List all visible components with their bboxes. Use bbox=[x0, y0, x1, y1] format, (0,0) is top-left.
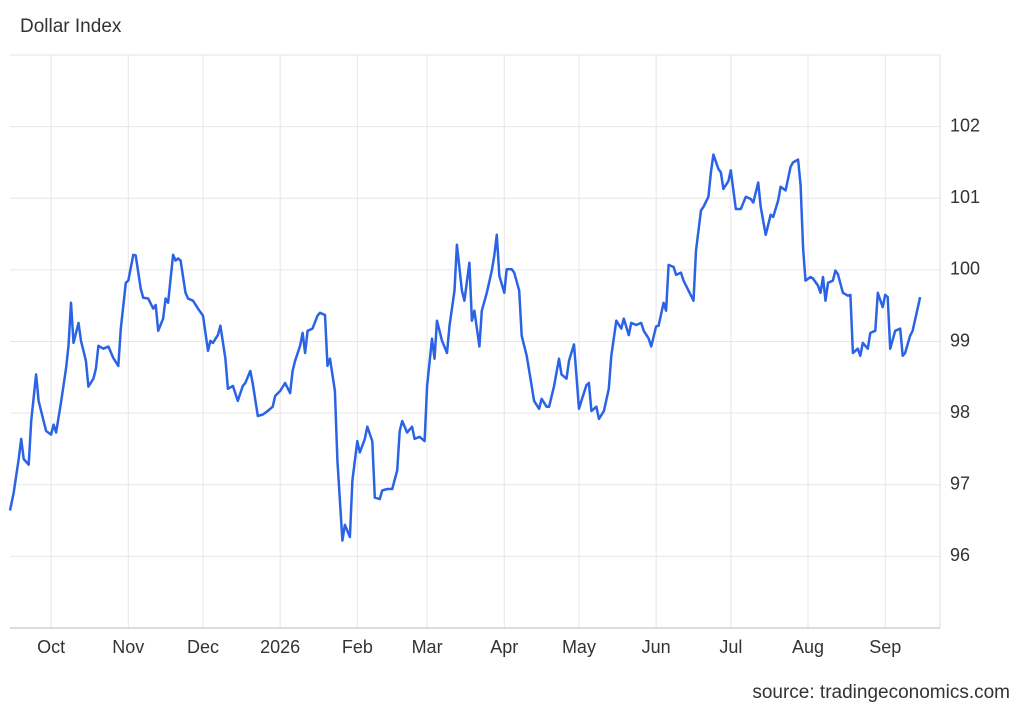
y-tick-label: 102 bbox=[950, 115, 980, 135]
y-tick-label: 98 bbox=[950, 402, 970, 422]
x-tick-label: Jun bbox=[642, 637, 671, 657]
x-tick-label: Oct bbox=[37, 637, 65, 657]
x-tick-label: Feb bbox=[342, 637, 373, 657]
series-line bbox=[8, 153, 922, 542]
x-tick-label: May bbox=[562, 637, 596, 657]
x-tick-label: Nov bbox=[112, 637, 144, 657]
y-tick-label: 96 bbox=[950, 545, 970, 565]
y-tick-label: 101 bbox=[950, 187, 980, 207]
y-tick-label: 100 bbox=[950, 259, 980, 279]
x-tick-label: Apr bbox=[490, 637, 518, 657]
y-tick-label: 99 bbox=[950, 330, 970, 350]
x-tick-label: 2026 bbox=[260, 637, 300, 657]
x-tick-label: Sep bbox=[869, 637, 901, 657]
x-tick-label: Dec bbox=[187, 637, 219, 657]
y-tick-label: 97 bbox=[950, 474, 970, 494]
x-tick-label: Jul bbox=[719, 637, 742, 657]
x-tick-label: Mar bbox=[412, 637, 443, 657]
source: source: tradingeconomics.com bbox=[752, 682, 1010, 703]
x-tick-label: Aug bbox=[792, 637, 824, 657]
chart-title: Dollar Index bbox=[20, 16, 122, 37]
